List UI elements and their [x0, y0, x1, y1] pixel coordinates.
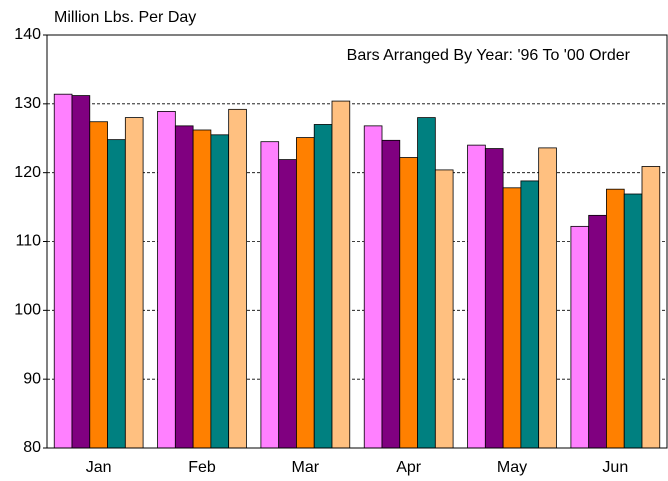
bar: [71, 95, 91, 449]
bar: [520, 180, 540, 449]
bar: [192, 129, 212, 449]
y-tick-label: 140: [14, 26, 41, 43]
bar: [538, 147, 557, 449]
bar: [623, 193, 643, 449]
bar: [417, 117, 436, 449]
x-tick-label: Jun: [602, 459, 628, 476]
y-tick-label: 90: [23, 370, 41, 387]
bar: [210, 134, 230, 449]
y-tick-label: 110: [15, 233, 41, 250]
bar: [570, 225, 590, 449]
x-tick-label: Mar: [292, 459, 320, 476]
bar: [107, 139, 126, 449]
bar: [157, 111, 176, 449]
y-tick-label: 80: [23, 439, 41, 456]
plot-frame: [46, 34, 668, 449]
bar: [641, 166, 661, 449]
bar: [174, 125, 194, 449]
bar: [260, 141, 280, 449]
bar: [53, 93, 73, 449]
x-tick-label: Jan: [86, 459, 112, 476]
bar: [434, 169, 454, 449]
bar: [606, 188, 625, 449]
annotation: Bars Arranged By Year: '96 To '00 Order: [347, 47, 631, 64]
bar: [381, 139, 401, 449]
x-tick-label: Feb: [188, 459, 216, 476]
bar: [467, 144, 486, 449]
bar: [278, 159, 297, 449]
y-tick-label: 100: [14, 302, 41, 319]
y-tick-label: 130: [14, 95, 41, 112]
bar: [313, 124, 333, 449]
bar: [363, 125, 383, 449]
bar: [124, 117, 144, 449]
bar: [484, 148, 504, 449]
bar: [588, 214, 607, 449]
bar: [228, 108, 247, 449]
bar: [502, 187, 522, 449]
y-tick-label: 120: [14, 164, 41, 181]
x-tick-label: Apr: [396, 459, 422, 476]
bar: [89, 121, 108, 449]
bar: [399, 157, 418, 449]
y-axis-label: Million Lbs. Per Day: [54, 9, 196, 26]
bar: [296, 137, 315, 449]
bar: [331, 100, 351, 449]
x-tick-label: May: [497, 459, 527, 476]
